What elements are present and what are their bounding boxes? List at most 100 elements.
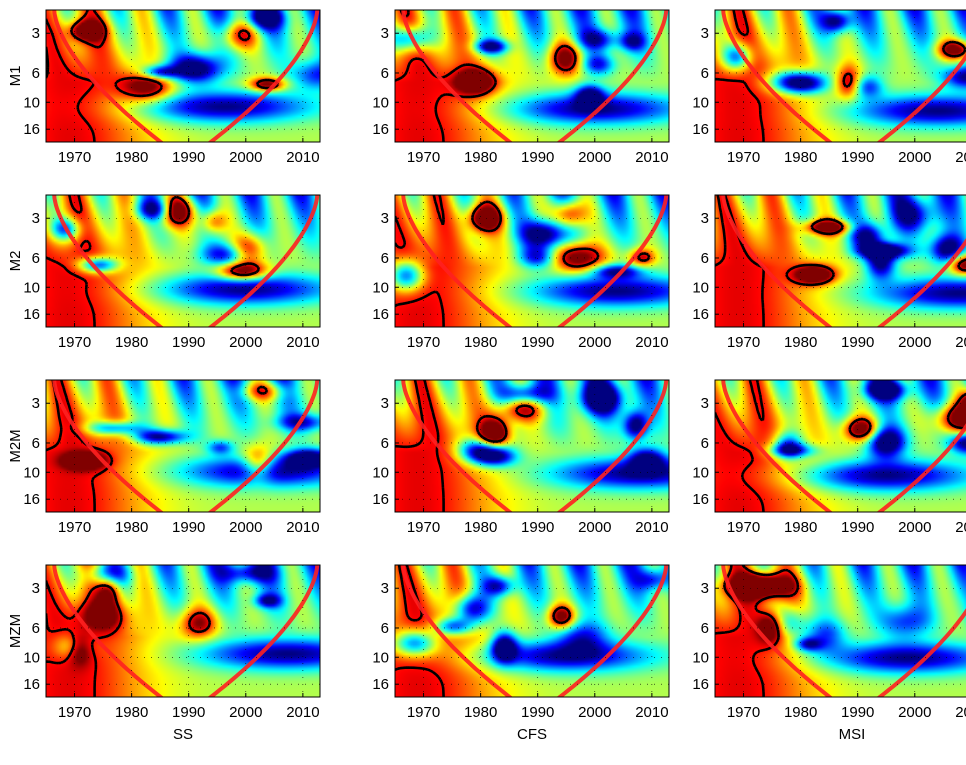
- x-tick-label: 1990: [841, 149, 874, 166]
- x-tick-label: 2010: [955, 704, 966, 721]
- cone-of-influence-right: [556, 380, 669, 512]
- y-tick-label: 10: [692, 464, 709, 481]
- coherence-heatmap: [715, 565, 966, 697]
- y-tick-label: 3: [32, 25, 40, 42]
- x-tick-label: 2010: [635, 149, 668, 166]
- x-tick-label: 2000: [578, 334, 611, 351]
- x-tick-label: 2000: [578, 149, 611, 166]
- column-label-ss: SS: [173, 726, 193, 743]
- y-tick-label: 3: [32, 395, 40, 412]
- panel-m2m-ss: 1970 1980 1990 2000 2010 3 6 10 16 M2M: [7, 379, 321, 536]
- x-tick-label: 1970: [58, 519, 91, 536]
- significance-contour: [46, 10, 280, 142]
- y-tick-label: 16: [372, 306, 389, 323]
- x-tick-label: 2000: [229, 334, 262, 351]
- cone-of-influence-right: [876, 53, 966, 142]
- x-tick-label: 1980: [784, 334, 817, 351]
- x-tick-label: 1970: [407, 334, 440, 351]
- x-tick-label: 2000: [898, 149, 931, 166]
- row-label-m2m: M2M: [7, 429, 24, 462]
- x-tick-label: 1970: [58, 149, 91, 166]
- panel-mzm-ss: 1970 1980 1990 2000 2010 3 6 10 16 MZM SS: [7, 564, 321, 743]
- y-tick-label: 3: [701, 395, 709, 412]
- cone-of-influence-right: [207, 195, 320, 327]
- x-tick-label: 1980: [464, 334, 497, 351]
- y-tick-label: 16: [23, 121, 40, 138]
- x-tick-label: 1970: [407, 704, 440, 721]
- axes-frame: [394, 9, 670, 143]
- cone-of-influence-right: [876, 238, 966, 327]
- x-tick-label: 1980: [784, 704, 817, 721]
- y-tick-label: 3: [701, 210, 709, 227]
- x-tick-label: 2000: [578, 519, 611, 536]
- x-tick-label: 1990: [172, 704, 205, 721]
- y-tick-label: 16: [372, 491, 389, 508]
- panel-m1-msi: 1970 1980 1990 2000 2010 3 6 10 16: [692, 9, 966, 166]
- x-tick-label: 1970: [727, 519, 760, 536]
- y-tick-label: 6: [381, 620, 389, 637]
- y-tick-label: 3: [381, 210, 389, 227]
- y-tick-label: 10: [372, 279, 389, 296]
- axes-frame: [394, 194, 670, 328]
- x-tick-label: 2010: [286, 704, 319, 721]
- y-tick-label: 10: [692, 94, 709, 111]
- x-tick-label: 1970: [58, 704, 91, 721]
- y-tick-label: 16: [23, 491, 40, 508]
- x-tick-label: 1980: [115, 149, 148, 166]
- x-tick-label: 1990: [841, 334, 874, 351]
- x-tick-label: 1970: [727, 704, 760, 721]
- x-tick-label: 1970: [407, 519, 440, 536]
- panel-m2m-msi: 1970 1980 1990 2000 2010 3 6 10 16: [692, 379, 966, 536]
- y-tick-label: 10: [372, 94, 389, 111]
- y-tick-label: 10: [372, 464, 389, 481]
- axes-frame: [394, 564, 670, 698]
- cone-of-influence-right: [556, 565, 669, 697]
- x-tick-label: 2000: [229, 149, 262, 166]
- significance-contour: [46, 195, 260, 327]
- x-tick-label: 1980: [464, 704, 497, 721]
- x-tick-label: 2000: [898, 334, 931, 351]
- cone-of-influence-right: [876, 608, 966, 697]
- y-tick-label: 3: [701, 25, 709, 42]
- y-tick-label: 6: [381, 250, 389, 267]
- y-tick-label: 16: [372, 121, 389, 138]
- x-tick-label: 1970: [727, 334, 760, 351]
- x-tick-label: 2000: [229, 519, 262, 536]
- x-tick-label: 2010: [955, 519, 966, 536]
- cone-of-influence-right: [876, 423, 966, 512]
- y-tick-label: 3: [381, 395, 389, 412]
- column-label-cfs: CFS: [517, 726, 547, 743]
- axes-frame: [45, 564, 321, 698]
- y-tick-label: 10: [23, 649, 40, 666]
- cone-of-influence-right: [207, 10, 320, 142]
- y-tick-label: 6: [381, 435, 389, 452]
- cone-of-influence-right: [207, 565, 320, 697]
- y-tick-label: 10: [692, 649, 709, 666]
- coherence-heatmap: [715, 380, 966, 512]
- axes-frame: [45, 379, 321, 513]
- x-tick-label: 1990: [172, 334, 205, 351]
- row-label-m2: M2: [7, 251, 24, 272]
- y-tick-label: 10: [692, 279, 709, 296]
- y-tick-label: 6: [32, 435, 40, 452]
- y-tick-label: 6: [701, 620, 709, 637]
- panel-m2m-cfs: 1970 1980 1990 2000 2010 3 6 10 16: [372, 379, 670, 536]
- x-tick-label: 2010: [286, 149, 319, 166]
- x-tick-label: 1980: [784, 519, 817, 536]
- x-tick-label: 1990: [521, 334, 554, 351]
- panel-m2-ss: 1970 1980 1990 2000 2010 3 6 10 16 M2: [7, 194, 321, 351]
- x-tick-label: 2010: [955, 149, 966, 166]
- y-tick-label: 6: [701, 65, 709, 82]
- x-tick-label: 2010: [286, 519, 319, 536]
- x-tick-label: 2000: [578, 704, 611, 721]
- x-tick-label: 2010: [635, 334, 668, 351]
- x-tick-label: 2000: [898, 519, 931, 536]
- y-tick-label: 16: [692, 121, 709, 138]
- axes-frame: [394, 379, 670, 513]
- x-tick-label: 1970: [727, 149, 760, 166]
- x-tick-label: 1980: [784, 149, 817, 166]
- y-tick-label: 10: [372, 649, 389, 666]
- cone-of-influence-right: [556, 195, 669, 327]
- x-tick-label: 1970: [58, 334, 91, 351]
